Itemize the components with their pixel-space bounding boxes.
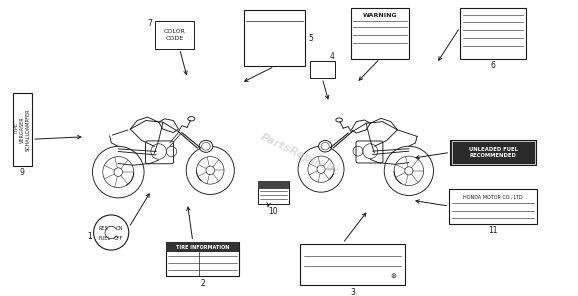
Text: 3: 3 — [350, 288, 355, 296]
Text: RES: RES — [99, 226, 108, 231]
Text: ON: ON — [115, 226, 123, 231]
Text: 9: 9 — [20, 168, 25, 177]
Text: 4: 4 — [329, 52, 335, 61]
Bar — [13, 93, 32, 166]
Bar — [449, 189, 537, 224]
Text: TYPE
VERGASER
SCHALLDAMPFER: TYPE VERGASER SCHALLDAMPFER — [13, 108, 31, 151]
Text: WARNING: WARNING — [362, 13, 397, 18]
Text: HONDA MOTOR CO., LTD: HONDA MOTOR CO., LTD — [464, 195, 523, 200]
Polygon shape — [351, 120, 370, 133]
FancyArrowPatch shape — [112, 130, 128, 135]
Bar — [309, 61, 335, 78]
Text: FUEL: FUEL — [98, 236, 110, 241]
Ellipse shape — [318, 141, 332, 152]
Bar — [155, 22, 194, 49]
FancyBboxPatch shape — [356, 141, 383, 163]
Text: UNLEADED FUEL
RECOMMENDED: UNLEADED FUEL RECOMMENDED — [469, 147, 518, 158]
Text: TIRE INFORMATION: TIRE INFORMATION — [176, 245, 229, 250]
Bar — [258, 181, 289, 204]
Text: ⊛: ⊛ — [391, 274, 397, 279]
Text: 11: 11 — [488, 226, 498, 235]
Bar — [450, 140, 536, 165]
Bar — [451, 141, 535, 164]
Bar — [244, 10, 305, 66]
FancyBboxPatch shape — [146, 141, 173, 164]
Text: 5: 5 — [308, 34, 313, 43]
Text: COLOR
CODE: COLOR CODE — [164, 29, 186, 41]
Text: 10: 10 — [269, 207, 278, 215]
Bar — [166, 242, 239, 276]
Circle shape — [94, 215, 129, 250]
Bar — [166, 242, 239, 252]
Ellipse shape — [188, 117, 195, 121]
Bar — [350, 8, 409, 59]
Text: 1: 1 — [87, 232, 92, 241]
Wedge shape — [107, 235, 116, 236]
Ellipse shape — [199, 140, 213, 152]
Text: 6: 6 — [491, 61, 495, 70]
Bar — [460, 8, 527, 59]
Bar — [258, 181, 289, 189]
Text: 2: 2 — [200, 279, 205, 288]
Text: PartsRepublic: PartsRepublic — [258, 132, 341, 177]
Ellipse shape — [336, 118, 342, 122]
Text: OFF: OFF — [113, 236, 123, 241]
Text: 7: 7 — [147, 19, 152, 28]
Bar — [300, 244, 405, 285]
Polygon shape — [159, 119, 179, 133]
